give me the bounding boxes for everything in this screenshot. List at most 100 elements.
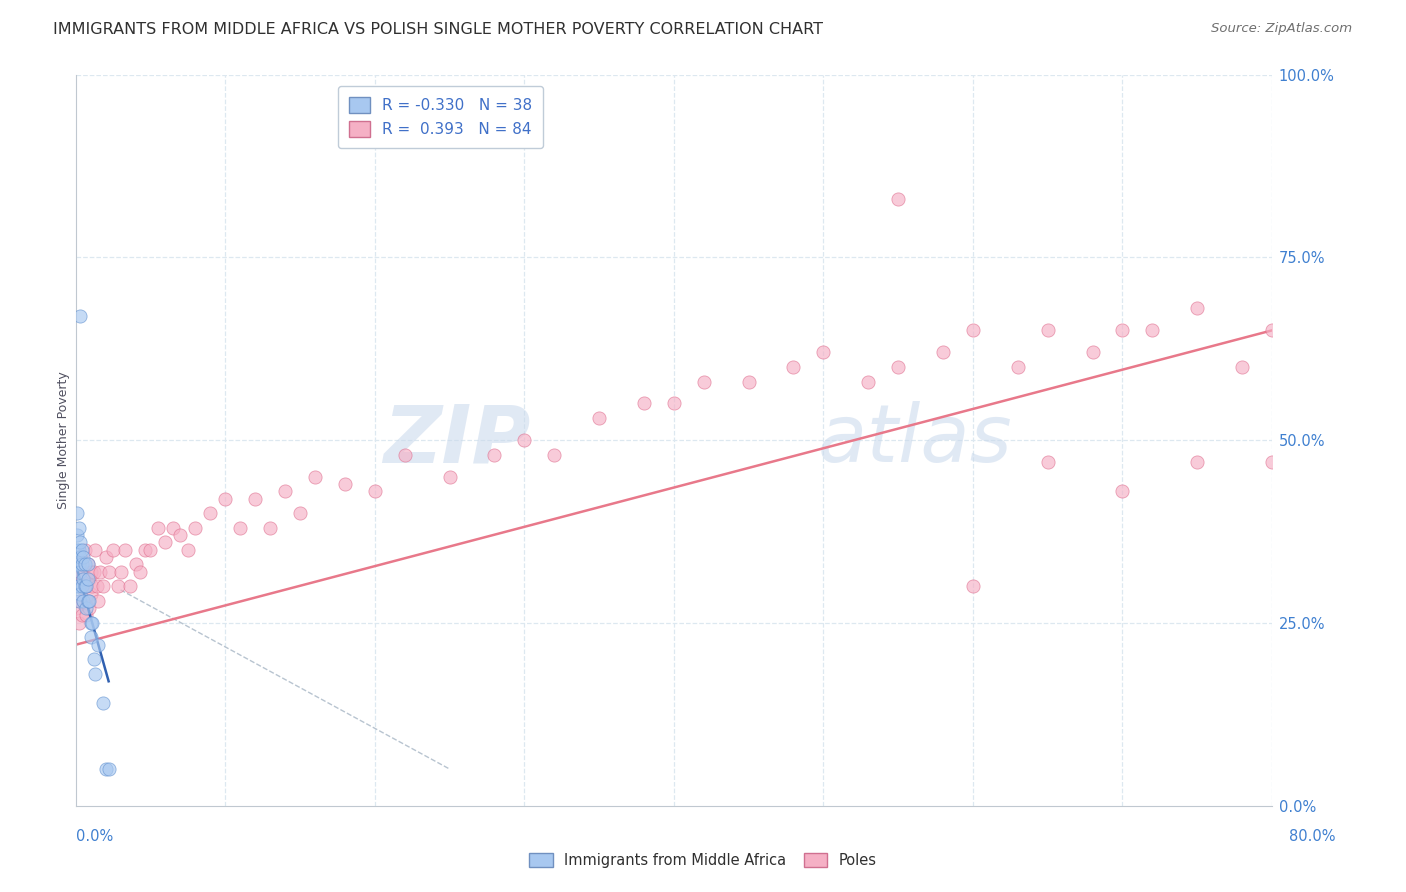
- Point: [858, 375, 880, 389]
- Point: [513, 433, 536, 447]
- Point: [66, 542, 89, 557]
- Point: [70, 542, 93, 557]
- Text: 0.0%: 0.0%: [76, 830, 112, 844]
- Point: [69, 309, 91, 323]
- Point: [75, 579, 97, 593]
- Point: [76, 594, 98, 608]
- Point: [75, 608, 97, 623]
- Point: [72, 565, 94, 579]
- Point: [1261, 323, 1284, 337]
- Point: [97, 762, 120, 776]
- Point: [80, 565, 103, 579]
- Point: [66, 565, 89, 579]
- Point: [69, 594, 91, 608]
- Point: [1081, 345, 1104, 359]
- Point: [162, 521, 184, 535]
- Point: [76, 572, 98, 586]
- Point: [67, 615, 90, 630]
- Point: [259, 521, 281, 535]
- Point: [91, 696, 114, 710]
- Text: atlas: atlas: [817, 401, 1012, 479]
- Point: [80, 615, 103, 630]
- Point: [80, 631, 103, 645]
- Point: [82, 579, 104, 593]
- Point: [543, 448, 565, 462]
- Point: [73, 558, 96, 572]
- Point: [962, 323, 984, 337]
- Point: [76, 558, 98, 572]
- Point: [155, 535, 177, 549]
- Point: [1185, 455, 1208, 469]
- Point: [1261, 455, 1284, 469]
- Point: [83, 565, 105, 579]
- Point: [693, 375, 716, 389]
- Point: [67, 542, 90, 557]
- Point: [184, 521, 207, 535]
- Point: [1142, 323, 1164, 337]
- Point: [588, 411, 610, 425]
- Y-axis label: Single Mother Poverty: Single Mother Poverty: [58, 371, 70, 509]
- Point: [962, 579, 984, 593]
- Point: [304, 469, 326, 483]
- Point: [484, 448, 506, 462]
- Point: [84, 542, 107, 557]
- Point: [84, 667, 107, 681]
- Point: [66, 601, 89, 615]
- Point: [67, 579, 90, 593]
- Point: [214, 491, 236, 506]
- Point: [932, 345, 955, 359]
- Point: [782, 359, 804, 374]
- Point: [67, 594, 90, 608]
- Point: [1111, 484, 1133, 499]
- Point: [146, 521, 169, 535]
- Point: [139, 542, 162, 557]
- Legend: R = -0.330   N = 38, R =  0.393   N = 84: R = -0.330 N = 38, R = 0.393 N = 84: [337, 86, 543, 148]
- Point: [1111, 323, 1133, 337]
- Point: [94, 762, 117, 776]
- Point: [75, 601, 97, 615]
- Point: [69, 565, 91, 579]
- Text: Source: ZipAtlas.com: Source: ZipAtlas.com: [1212, 22, 1353, 36]
- Point: [813, 345, 835, 359]
- Point: [66, 558, 89, 572]
- Point: [887, 192, 910, 206]
- Point: [134, 542, 156, 557]
- Point: [364, 484, 387, 499]
- Point: [1185, 301, 1208, 316]
- Point: [67, 558, 90, 572]
- Point: [107, 579, 129, 593]
- Point: [82, 615, 104, 630]
- Point: [77, 572, 100, 586]
- Point: [72, 572, 94, 586]
- Point: [70, 572, 93, 586]
- Point: [70, 558, 93, 572]
- Point: [101, 542, 124, 557]
- Point: [66, 506, 89, 520]
- Point: [77, 594, 100, 608]
- Point: [94, 549, 117, 564]
- Point: [97, 565, 120, 579]
- Point: [633, 396, 655, 410]
- Point: [66, 528, 89, 542]
- Point: [118, 579, 141, 593]
- Point: [70, 608, 93, 623]
- Point: [83, 652, 105, 666]
- Point: [89, 565, 111, 579]
- Point: [80, 586, 103, 600]
- Text: 80.0%: 80.0%: [1288, 830, 1336, 844]
- Point: [129, 565, 152, 579]
- Point: [288, 506, 311, 520]
- Point: [1036, 455, 1059, 469]
- Point: [69, 549, 91, 564]
- Point: [67, 579, 90, 593]
- Point: [86, 579, 108, 593]
- Point: [76, 558, 98, 572]
- Point: [169, 528, 191, 542]
- Point: [662, 396, 685, 410]
- Point: [72, 594, 94, 608]
- Point: [75, 579, 97, 593]
- Point: [243, 491, 266, 506]
- Point: [73, 542, 96, 557]
- Point: [887, 359, 910, 374]
- Point: [69, 535, 91, 549]
